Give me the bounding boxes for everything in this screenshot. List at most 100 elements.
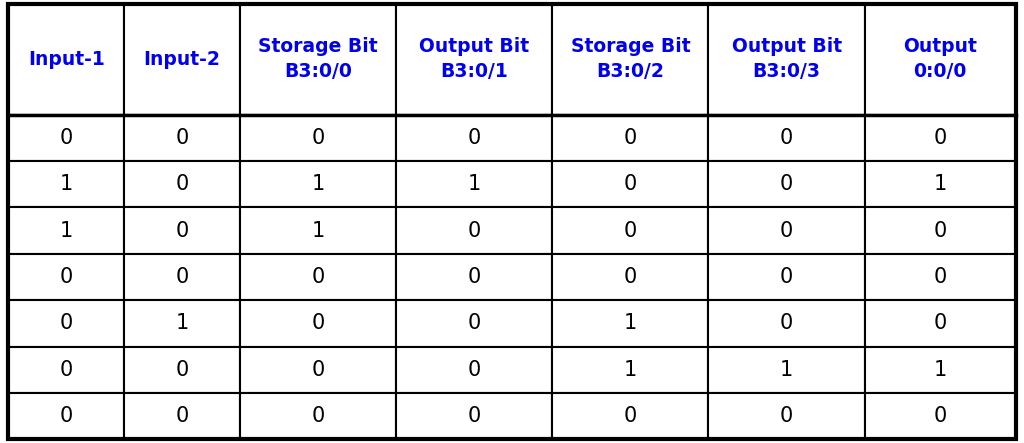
Text: 1: 1	[780, 360, 794, 380]
Bar	[124, 347, 240, 393]
Bar	[709, 347, 864, 393]
Bar	[396, 115, 552, 161]
Text: B3:0/3: B3:0/3	[753, 62, 820, 81]
Bar	[124, 207, 240, 254]
Text: 0:0/0: 0:0/0	[913, 62, 967, 81]
Text: 0: 0	[311, 406, 325, 426]
Text: 0: 0	[624, 128, 637, 148]
Text: Output Bit: Output Bit	[731, 37, 842, 56]
Bar	[552, 161, 709, 207]
Text: 0: 0	[934, 221, 947, 241]
Bar	[240, 300, 396, 347]
Text: 0: 0	[468, 267, 481, 287]
Text: 0: 0	[934, 314, 947, 334]
Text: 1: 1	[59, 174, 73, 194]
Bar	[864, 347, 1016, 393]
Text: 0: 0	[175, 360, 188, 380]
Text: 0: 0	[934, 128, 947, 148]
Bar	[864, 115, 1016, 161]
Bar	[552, 393, 709, 439]
Text: 0: 0	[780, 128, 794, 148]
Text: Input-2: Input-2	[143, 50, 220, 69]
Bar	[8, 347, 124, 393]
Bar	[240, 4, 396, 115]
Bar	[396, 207, 552, 254]
Bar	[8, 300, 124, 347]
Text: 1: 1	[59, 221, 73, 241]
Bar	[709, 300, 864, 347]
Bar	[709, 254, 864, 300]
Text: 0: 0	[59, 360, 73, 380]
Bar	[124, 393, 240, 439]
Text: 0: 0	[780, 406, 794, 426]
Text: 1: 1	[311, 221, 325, 241]
Bar	[124, 254, 240, 300]
Text: Output: Output	[903, 37, 977, 56]
Text: 0: 0	[468, 128, 481, 148]
Text: 1: 1	[934, 174, 947, 194]
Text: 0: 0	[780, 314, 794, 334]
Text: 0: 0	[468, 314, 481, 334]
Text: 0: 0	[311, 360, 325, 380]
Bar	[124, 4, 240, 115]
Text: 1: 1	[311, 174, 325, 194]
Text: 1: 1	[468, 174, 481, 194]
Bar	[396, 393, 552, 439]
Bar	[240, 115, 396, 161]
Text: 0: 0	[311, 267, 325, 287]
Bar	[552, 347, 709, 393]
Bar	[709, 115, 864, 161]
Bar	[8, 161, 124, 207]
Bar	[8, 207, 124, 254]
Text: 0: 0	[780, 221, 794, 241]
Text: 0: 0	[624, 221, 637, 241]
Bar	[8, 4, 124, 115]
Text: 0: 0	[175, 174, 188, 194]
Text: 0: 0	[175, 406, 188, 426]
Text: 1: 1	[624, 360, 637, 380]
Bar	[552, 4, 709, 115]
Bar	[124, 161, 240, 207]
Bar	[396, 254, 552, 300]
Text: 1: 1	[624, 314, 637, 334]
Text: 0: 0	[624, 267, 637, 287]
Bar	[864, 300, 1016, 347]
Text: Storage Bit: Storage Bit	[570, 37, 690, 56]
Bar	[552, 300, 709, 347]
Text: 0: 0	[934, 267, 947, 287]
Text: 0: 0	[624, 174, 637, 194]
Bar	[552, 207, 709, 254]
Bar	[864, 254, 1016, 300]
Bar	[240, 347, 396, 393]
Bar	[864, 161, 1016, 207]
Bar	[396, 347, 552, 393]
Bar	[396, 4, 552, 115]
Bar	[864, 393, 1016, 439]
Text: 0: 0	[780, 174, 794, 194]
Text: Input-1: Input-1	[28, 50, 104, 69]
Text: 0: 0	[175, 267, 188, 287]
Text: 0: 0	[311, 314, 325, 334]
Bar	[864, 207, 1016, 254]
Bar	[240, 393, 396, 439]
Bar	[864, 4, 1016, 115]
Text: 0: 0	[934, 406, 947, 426]
Bar	[709, 393, 864, 439]
Bar	[396, 161, 552, 207]
Bar	[709, 161, 864, 207]
Text: 0: 0	[780, 267, 794, 287]
Text: B3:0/2: B3:0/2	[596, 62, 665, 81]
Bar	[552, 115, 709, 161]
Text: Storage Bit: Storage Bit	[258, 37, 378, 56]
Text: 0: 0	[468, 406, 481, 426]
Bar	[552, 254, 709, 300]
Text: 0: 0	[468, 360, 481, 380]
Text: B3:0/0: B3:0/0	[284, 62, 352, 81]
Text: 0: 0	[468, 221, 481, 241]
Text: Output Bit: Output Bit	[419, 37, 529, 56]
Bar	[240, 161, 396, 207]
Bar	[240, 207, 396, 254]
Text: 1: 1	[934, 360, 947, 380]
Bar	[240, 254, 396, 300]
Text: 0: 0	[624, 406, 637, 426]
